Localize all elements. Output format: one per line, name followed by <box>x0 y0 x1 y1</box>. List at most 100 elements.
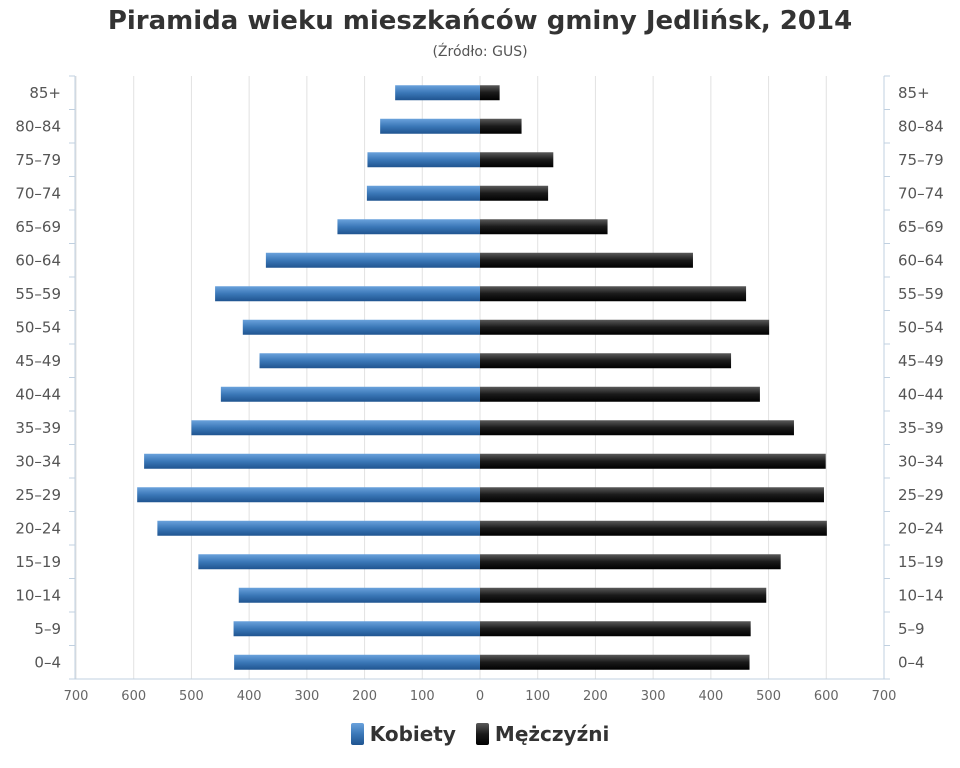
axes <box>69 75 890 680</box>
category-label-left: 25–29 <box>15 486 61 504</box>
category-label-left: 80–84 <box>15 117 61 135</box>
x-tick-label: 200 <box>352 689 377 704</box>
legend: Kobiety Mężczyźni <box>0 722 960 746</box>
bar-men-30–34[interactable] <box>480 453 826 469</box>
category-label-right: 45–49 <box>898 352 944 370</box>
bar-men-45–49[interactable] <box>480 353 732 369</box>
legend-swatch-women <box>350 723 364 745</box>
legend-label-men: Mężczyźni <box>494 722 610 746</box>
bar-men-80–84[interactable] <box>480 118 522 134</box>
category-label-right: 30–34 <box>898 452 944 470</box>
bar-women-55–59[interactable] <box>215 286 480 302</box>
bar-men-75–79[interactable] <box>480 152 554 168</box>
category-label-right: 60–64 <box>898 251 944 269</box>
category-label-left: 35–39 <box>15 419 61 437</box>
x-tick-label: 600 <box>121 689 146 704</box>
category-label-right: 80–84 <box>898 117 944 135</box>
x-tick-label: 400 <box>698 689 723 704</box>
legend-item-women[interactable]: Kobiety <box>350 722 456 746</box>
bar-men-10–14[interactable] <box>480 587 767 603</box>
legend-item-men[interactable]: Mężczyźni <box>475 722 610 746</box>
category-label-left: 15–19 <box>15 553 61 571</box>
x-tick-label: 100 <box>410 689 435 704</box>
bar-men-35–39[interactable] <box>480 420 794 436</box>
x-tick-label: 200 <box>583 689 608 704</box>
x-tick-label: 500 <box>756 689 781 704</box>
bar-men-15–19[interactable] <box>480 554 781 570</box>
bar-women-85+[interactable] <box>395 85 480 101</box>
category-label-right: 70–74 <box>898 184 944 202</box>
category-label-left: 50–54 <box>15 318 61 336</box>
bar-women-30–34[interactable] <box>144 453 481 469</box>
category-label-left: 0–4 <box>34 653 61 671</box>
bar-women-80–84[interactable] <box>380 118 480 134</box>
legend-swatch-men <box>475 723 489 745</box>
bar-men-25–29[interactable] <box>480 487 824 503</box>
x-tick-label: 400 <box>237 689 262 704</box>
bar-women-10–14[interactable] <box>238 587 480 603</box>
legend-label-women: Kobiety <box>369 722 456 746</box>
category-label-left: 45–49 <box>15 352 61 370</box>
bar-men-60–64[interactable] <box>480 252 693 268</box>
bar-women-45–49[interactable] <box>259 353 480 369</box>
bar-women-60–64[interactable] <box>265 252 480 268</box>
bar-women-0–4[interactable] <box>234 654 480 670</box>
gridlines <box>75 76 885 679</box>
x-tick-label: 600 <box>814 689 839 704</box>
chart-subtitle: (Źródło: GUS) <box>432 44 528 60</box>
category-label-right: 20–24 <box>898 519 944 537</box>
bar-men-65–69[interactable] <box>480 219 608 235</box>
bar-women-15–19[interactable] <box>198 554 480 570</box>
bar-women-65–69[interactable] <box>337 219 480 235</box>
bar-men-0–4[interactable] <box>480 654 750 670</box>
category-labels: 85+ 85+ 80–84 80–84 75–79 75–79 70–74 70–74 65–6… <box>15 84 943 672</box>
bar-men-85+[interactable] <box>480 85 500 101</box>
pyramid-chart: 85+ 85+ 80–84 80–84 75–79 75–79 70–74 70–74 65–6… <box>15 75 944 704</box>
category-label-right: 50–54 <box>898 318 944 336</box>
bar-men-20–24[interactable] <box>480 520 827 536</box>
x-tick-label: 700 <box>64 689 89 704</box>
category-label-left: 20–24 <box>15 519 61 537</box>
category-label-left: 60–64 <box>15 251 61 269</box>
x-tick-label: 300 <box>641 689 666 704</box>
x-tick-label: 0 <box>476 689 484 704</box>
x-axis-ticks: 700 600 500 400 300 200 100 0 100 200 300 400 500 600… <box>64 689 897 704</box>
category-label-right: 65–69 <box>898 218 944 236</box>
category-label-left: 55–59 <box>15 285 61 303</box>
x-tick-label: 700 <box>872 689 897 704</box>
bar-women-5–9[interactable] <box>233 621 480 637</box>
x-tick-label: 100 <box>525 689 550 704</box>
category-label-left: 75–79 <box>15 151 61 169</box>
bar-women-20–24[interactable] <box>157 520 480 536</box>
bars <box>137 85 827 670</box>
category-label-right: 10–14 <box>898 586 944 604</box>
bar-men-40–44[interactable] <box>480 386 760 402</box>
bar-women-35–39[interactable] <box>191 420 480 436</box>
category-label-right: 0–4 <box>898 653 925 671</box>
x-tick-label: 300 <box>294 689 319 704</box>
bar-men-5–9[interactable] <box>480 621 751 637</box>
category-label-left: 85+ <box>29 84 61 102</box>
bar-women-75–79[interactable] <box>367 152 480 168</box>
category-label-left: 5–9 <box>34 620 61 638</box>
category-label-right: 55–59 <box>898 285 944 303</box>
category-label-right: 5–9 <box>898 620 925 638</box>
category-label-right: 15–19 <box>898 553 944 571</box>
bar-women-40–44[interactable] <box>220 386 480 402</box>
category-label-right: 25–29 <box>898 486 944 504</box>
bar-women-50–54[interactable] <box>242 319 480 335</box>
category-label-left: 70–74 <box>15 184 61 202</box>
category-label-left: 30–34 <box>15 452 61 470</box>
bar-women-25–29[interactable] <box>137 487 481 503</box>
bar-men-70–74[interactable] <box>480 185 549 201</box>
category-label-left: 65–69 <box>15 218 61 236</box>
chart-title: Piramida wieku mieszkańców gminy Jedlińs… <box>107 6 853 36</box>
bar-women-70–74[interactable] <box>366 185 480 201</box>
bar-men-50–54[interactable] <box>480 319 770 335</box>
category-label-left: 10–14 <box>15 586 61 604</box>
x-tick-label: 500 <box>179 689 204 704</box>
category-label-right: 75–79 <box>898 151 944 169</box>
bar-men-55–59[interactable] <box>480 286 747 302</box>
category-label-left: 40–44 <box>15 385 61 403</box>
category-label-right: 40–44 <box>898 385 944 403</box>
